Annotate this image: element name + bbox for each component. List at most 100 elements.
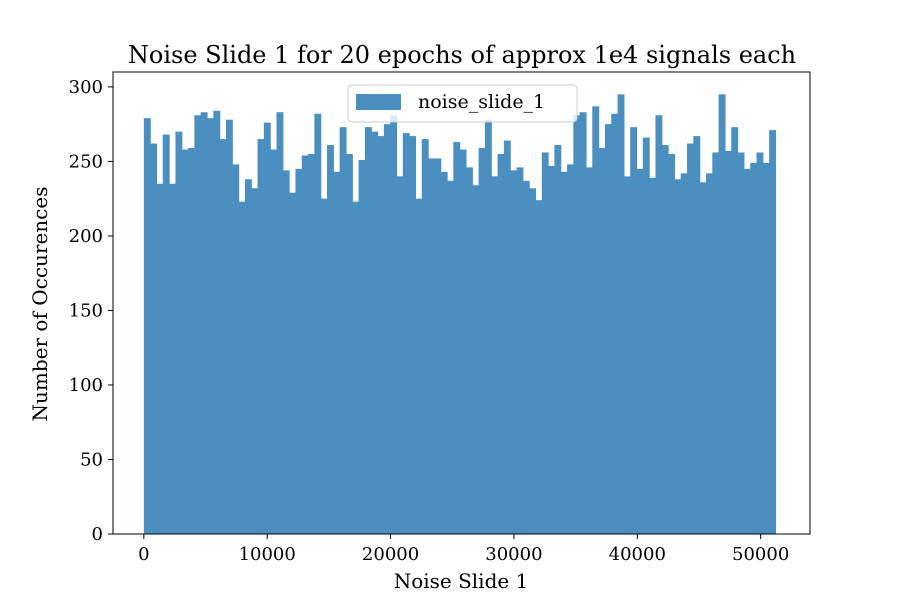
histogram-bar	[674, 179, 682, 534]
x-tick-label: 0	[138, 544, 149, 565]
histogram-bar	[295, 168, 303, 534]
histogram-bar	[181, 149, 189, 535]
histogram-bar	[573, 115, 581, 534]
histogram-bar	[762, 162, 770, 535]
histogram-bar	[535, 200, 543, 535]
histogram-bar	[289, 192, 297, 534]
histogram-bar	[421, 139, 429, 534]
histogram-bar	[630, 127, 638, 534]
x-axis-label: Noise Slide 1	[394, 569, 529, 593]
x-tick-label: 20000	[362, 544, 419, 565]
histogram-bar	[415, 198, 423, 534]
histogram-bar	[661, 145, 669, 534]
chart-title: Noise Slide 1 for 20 epochs of approx 1e…	[128, 41, 796, 69]
histogram-bar	[345, 153, 353, 534]
histogram-bar	[263, 122, 271, 535]
y-tick-label: 150	[69, 300, 103, 321]
histogram-bar	[516, 167, 524, 534]
histogram-bar	[358, 159, 366, 535]
histogram-bar	[327, 145, 334, 534]
histogram-bar	[459, 149, 467, 535]
x-tick-label: 30000	[485, 544, 542, 565]
histogram-bar	[484, 119, 492, 535]
histogram-bar	[687, 143, 694, 535]
histogram-bar	[750, 162, 758, 535]
histogram-bar	[396, 176, 404, 535]
histogram-bar	[585, 167, 593, 534]
histogram-bar	[503, 140, 511, 534]
histogram-bar	[213, 110, 221, 535]
histogram-bar	[491, 176, 499, 535]
histogram-bar	[642, 137, 650, 534]
histogram-bar	[371, 131, 379, 534]
histogram-bar	[598, 148, 606, 534]
histogram-bar	[617, 94, 625, 535]
histogram-bar	[579, 112, 587, 534]
y-tick-label: 300	[69, 77, 103, 98]
histogram-bar	[188, 148, 195, 534]
histogram-bar	[270, 149, 278, 535]
histogram-bar	[339, 127, 347, 534]
y-tick-label: 0	[92, 524, 103, 545]
histogram-bar	[333, 171, 341, 534]
histogram-bar	[649, 177, 657, 534]
histogram-bar	[428, 158, 435, 534]
histogram-bar	[567, 164, 574, 534]
histogram-bar	[409, 136, 417, 535]
histogram-bar	[156, 183, 164, 534]
histogram-bar	[465, 167, 473, 534]
histogram-bar	[308, 153, 315, 534]
histogram-bar	[244, 179, 252, 534]
histogram-bar	[743, 168, 751, 534]
legend-label: noise_slide_1	[418, 91, 545, 113]
plot-frame	[112, 71, 811, 535]
histogram-bar	[541, 152, 549, 534]
histogram-bar	[731, 127, 739, 534]
legend: noise_slide_1	[347, 84, 578, 123]
histogram-bar	[301, 155, 309, 534]
x-axis-ticks: 0 10000 20000 30000 40000 50000	[138, 534, 789, 565]
histogram-bar	[655, 115, 663, 534]
histogram-bar	[604, 124, 612, 535]
histogram-bar	[175, 131, 183, 534]
legend-box	[347, 84, 578, 123]
y-tick-label: 100	[69, 375, 103, 396]
histogram-bar	[472, 185, 480, 534]
histogram-bar	[724, 150, 732, 534]
histogram-bar	[623, 176, 631, 535]
histogram-bar	[554, 145, 562, 534]
histogram-bar	[169, 183, 177, 534]
histogram-bar	[162, 134, 170, 534]
histogram-bar	[434, 158, 442, 534]
histogram-bar	[756, 152, 764, 534]
histogram-bar	[352, 201, 360, 534]
histogram-bar	[314, 113, 322, 534]
histogram-bar	[364, 127, 372, 534]
histogram-bar	[143, 118, 151, 534]
histogram-bar	[548, 165, 555, 534]
histogram-bar	[440, 171, 448, 534]
histogram-bar	[200, 112, 208, 534]
histogram-bar	[699, 182, 707, 534]
histogram-bar	[390, 115, 398, 534]
histogram-bar	[232, 164, 240, 534]
histogram-bar	[276, 112, 284, 534]
histogram-bar	[219, 139, 227, 534]
histogram-bar	[705, 173, 713, 535]
x-tick-label: 50000	[732, 544, 789, 565]
histogram-bar	[560, 171, 568, 534]
legend-swatch	[356, 94, 401, 110]
histogram-bar	[238, 201, 246, 534]
histogram-bar	[636, 168, 644, 534]
histogram-bar	[251, 188, 259, 534]
histogram-bar	[769, 130, 777, 535]
histogram-bar	[668, 153, 675, 534]
x-tick-label: 10000	[239, 544, 296, 565]
x-tick-label: 40000	[609, 544, 666, 565]
y-axis-ticks: 0 50 100 150 200 250 300	[69, 77, 113, 545]
histogram-bar	[529, 188, 537, 534]
y-tick-label: 200	[69, 226, 103, 247]
histogram-bar	[712, 152, 720, 534]
histogram-bar	[453, 142, 461, 534]
histogram-bar	[522, 180, 530, 534]
